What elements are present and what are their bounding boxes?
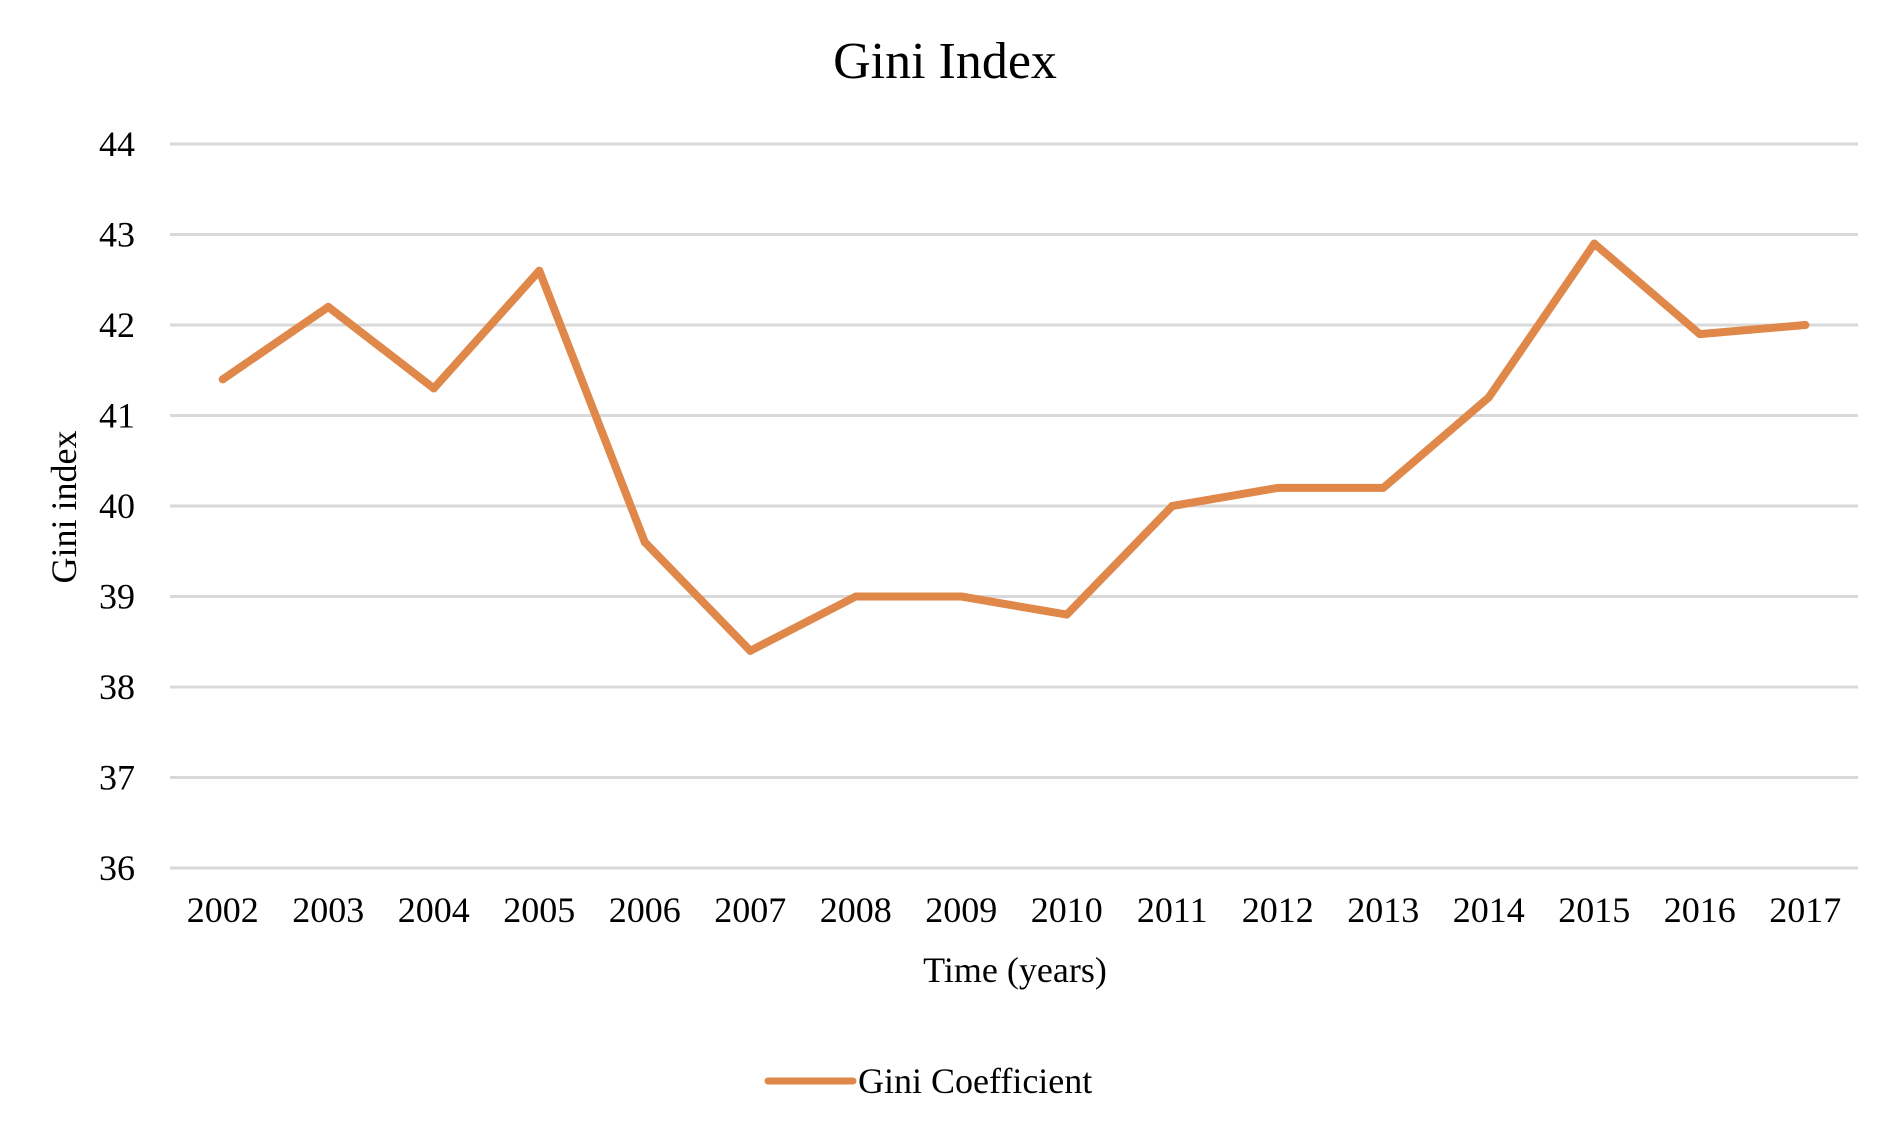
- y-tick-label-39: 39: [99, 577, 135, 617]
- x-axis-tick-labels: 2002 2003 2004 2005 2006 2007 2008 2009 2010 2011…: [187, 890, 1842, 930]
- x-tick-label-2011: 2011: [1137, 890, 1208, 930]
- x-tick-label-2004: 2004: [398, 890, 470, 930]
- gridlines: [170, 142, 1858, 870]
- data-point-2002: [218, 375, 227, 384]
- x-tick-label-2010: 2010: [1031, 890, 1103, 930]
- chart-title: Gini Index: [833, 33, 1057, 90]
- data-point-2009: [957, 592, 966, 601]
- data-point-2008: [851, 592, 860, 601]
- data-point-2017: [1801, 321, 1810, 329]
- y-axis-tick-labels: 36 37 38 39 40 41 42 43 44: [99, 124, 135, 888]
- x-tick-label-2007: 2007: [714, 890, 786, 930]
- x-tick-label-2008: 2008: [820, 890, 892, 930]
- data-point-2016: [1695, 330, 1704, 339]
- x-tick-label-2014: 2014: [1453, 890, 1525, 930]
- y-tick-label-38: 38: [99, 667, 135, 707]
- x-tick-label-2003: 2003: [292, 890, 364, 930]
- x-tick-label-2009: 2009: [925, 890, 997, 930]
- data-point-2010: [1062, 610, 1071, 619]
- data-point-2014: [1484, 393, 1493, 402]
- x-axis-label: Time (years): [923, 950, 1107, 990]
- y-tick-label-40: 40: [99, 486, 135, 526]
- data-point-2005: [535, 266, 544, 275]
- y-tick-label-44: 44: [99, 124, 135, 164]
- y-tick-label-36: 36: [99, 848, 135, 888]
- series-line-gini-coefficient: [218, 239, 1810, 655]
- x-tick-label-2012: 2012: [1242, 890, 1314, 930]
- data-point-2004: [429, 384, 438, 393]
- legend-label-gini-coefficient: Gini Coefficient: [858, 1061, 1092, 1101]
- legend: Gini Coefficient: [764, 1061, 1092, 1101]
- data-point-2013: [1379, 483, 1388, 492]
- x-tick-label-2002: 2002: [187, 890, 259, 930]
- data-point-2006: [640, 538, 649, 547]
- y-tick-label-41: 41: [99, 396, 135, 436]
- data-point-2012: [1273, 483, 1282, 492]
- x-tick-label-2006: 2006: [609, 890, 681, 930]
- y-tick-label-42: 42: [99, 305, 135, 345]
- data-point-2007: [746, 646, 755, 655]
- y-axis-label: Gini index: [44, 431, 84, 584]
- x-tick-label-2005: 2005: [503, 890, 575, 930]
- data-point-2015: [1590, 239, 1599, 248]
- x-tick-label-2017: 2017: [1769, 890, 1841, 930]
- x-tick-label-2015: 2015: [1558, 890, 1630, 930]
- data-point-2003: [324, 302, 333, 311]
- y-tick-label-37: 37: [99, 758, 135, 798]
- x-tick-label-2016: 2016: [1664, 890, 1736, 930]
- series-lines: [218, 239, 1810, 655]
- y-tick-label-43: 43: [99, 215, 135, 255]
- data-point-2011: [1168, 502, 1177, 510]
- x-tick-label-2013: 2013: [1347, 890, 1419, 930]
